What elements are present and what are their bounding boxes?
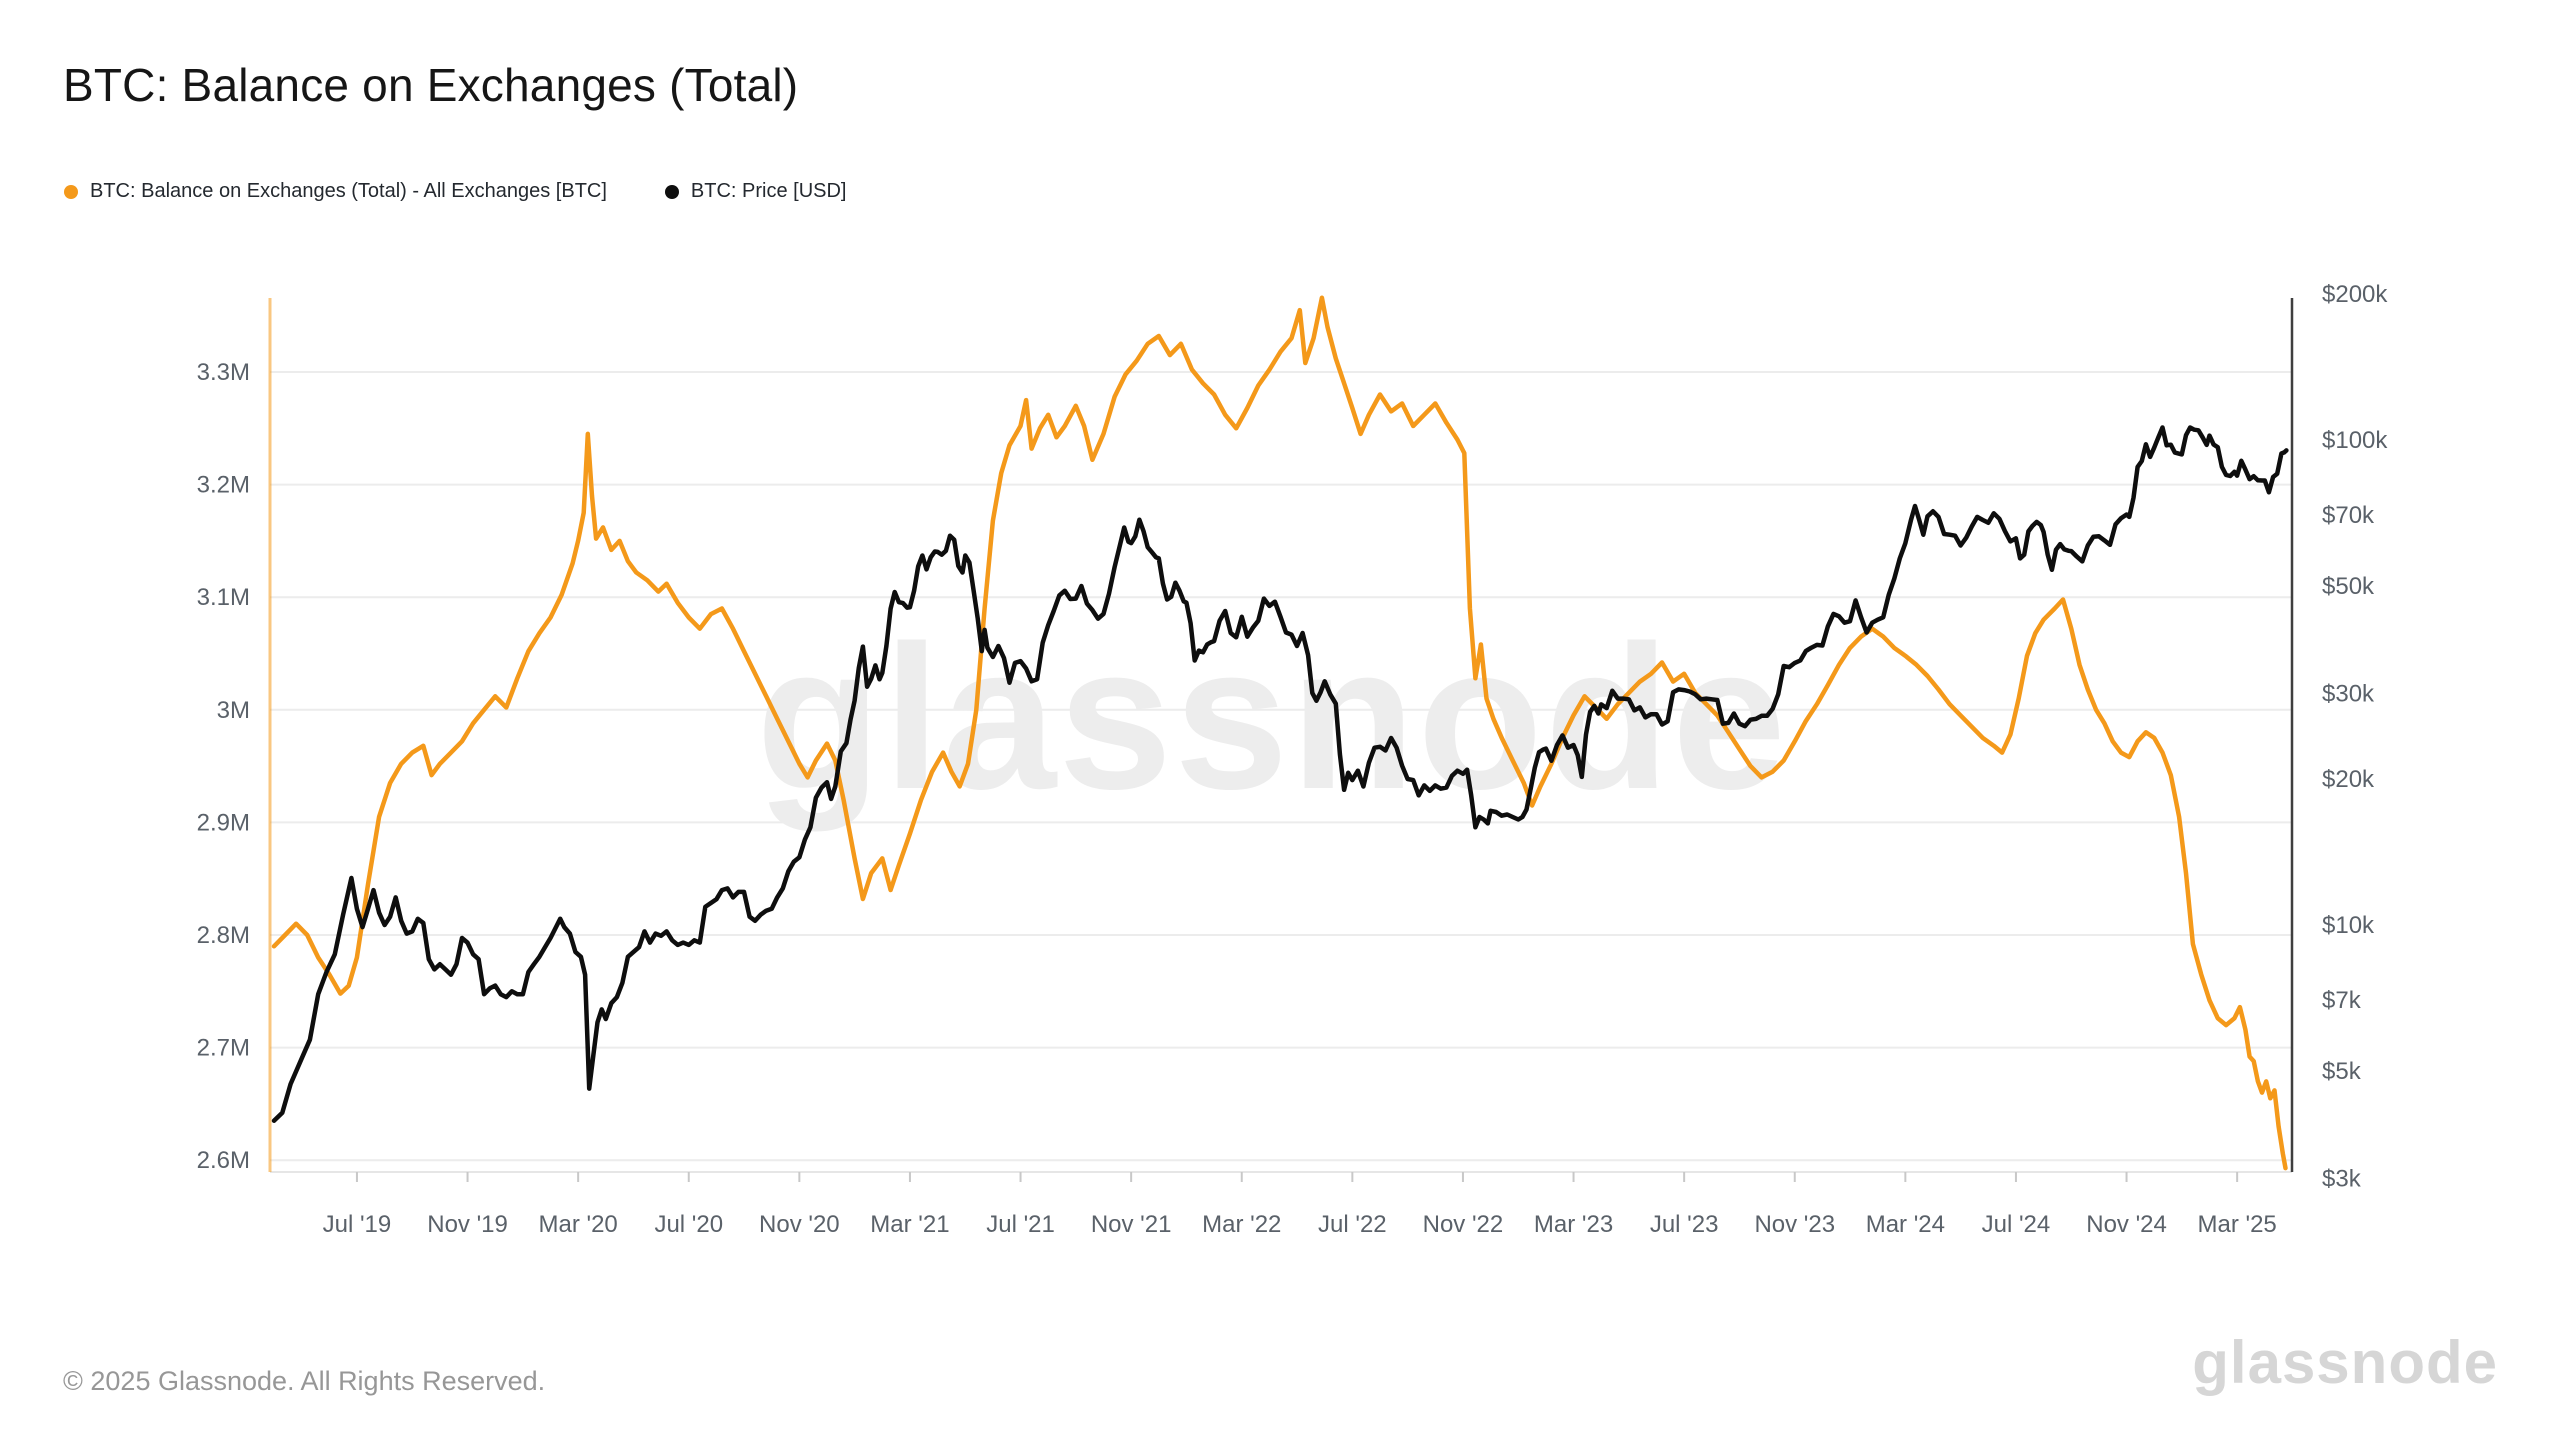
x-axis-label: Jul '23 — [1650, 1211, 1719, 1238]
y-axis-label-left: 3.1M — [197, 584, 250, 611]
y-axis-label-left: 3.2M — [197, 472, 250, 499]
x-axis-label: Mar '23 — [1534, 1211, 1613, 1238]
legend-item-exchange-balance[interactable]: BTC: Balance on Exchanges (Total) - All … — [64, 180, 607, 203]
x-axis-label: Jul '19 — [323, 1211, 392, 1238]
x-axis-label: Jul '24 — [1982, 1211, 2051, 1238]
x-axis-label: Nov '21 — [1091, 1211, 1172, 1238]
y-axis-label-right: $200k — [2322, 281, 2388, 308]
x-axis-label: Jul '21 — [986, 1211, 1055, 1238]
y-axis-label-left: 2.9M — [197, 809, 250, 836]
y-axis-label-left: 2.8M — [197, 922, 250, 949]
legend-item-price[interactable]: BTC: Price [USD] — [664, 180, 847, 203]
glassnode-logo: glassnode — [2192, 1329, 2498, 1396]
y-axis-label-left: 2.7M — [197, 1035, 250, 1062]
x-axis-label: Nov '22 — [1423, 1211, 1504, 1238]
x-axis-label: Nov '19 — [427, 1211, 508, 1238]
x-axis-label: Jul '22 — [1318, 1211, 1387, 1238]
copyright-text: © 2025 Glassnode. All Rights Reserved. — [63, 1366, 546, 1396]
x-axis-label: Mar '25 — [2198, 1211, 2277, 1238]
x-axis-label: Mar '20 — [539, 1211, 618, 1238]
y-axis-label-right: $30k — [2322, 681, 2375, 708]
x-axis-label: Mar '22 — [1202, 1211, 1281, 1238]
y-axis-label-right: $7k — [2322, 987, 2362, 1014]
y-axis-label-right: $3k — [2322, 1166, 2362, 1193]
y-axis-label-right: $100k — [2322, 427, 2388, 454]
x-axis-label: Nov '23 — [1754, 1211, 1835, 1238]
legend-label-price: BTC: Price [USD] — [690, 180, 847, 202]
balance-series-path — [271, 295, 2288, 1171]
y-axis-label-right: $50k — [2322, 573, 2375, 600]
price-series-swatch — [664, 184, 679, 199]
x-axis-label: Nov '20 — [759, 1211, 840, 1238]
watermark-text: glassnode — [756, 603, 1788, 832]
legend: BTC: Balance on Exchanges (Total) - All … — [64, 180, 904, 203]
y-axis-label-left: 2.6M — [197, 1147, 250, 1174]
y-axis-label-right: $10k — [2322, 912, 2375, 939]
y-axis-label-left: 3M — [217, 697, 250, 724]
y-axis-label-left: 3.3M — [197, 359, 250, 386]
legend-label-exchange-balance: BTC: Balance on Exchanges (Total) - All … — [90, 180, 607, 202]
y-axis-label-right: $20k — [2322, 766, 2375, 793]
x-axis-label: Jul '20 — [654, 1211, 723, 1238]
y-axis-label-right: $70k — [2322, 502, 2375, 529]
page-title: BTC: Balance on Exchanges (Total) — [63, 59, 799, 111]
x-axis-label: Mar '21 — [870, 1211, 949, 1238]
balance-series-swatch — [64, 184, 78, 199]
y-axis-label-right: $5k — [2322, 1058, 2362, 1085]
price-series-path — [271, 425, 2289, 1123]
x-axis-label: Nov '24 — [2086, 1211, 2167, 1238]
x-axis-label: Mar '24 — [1866, 1211, 1945, 1238]
